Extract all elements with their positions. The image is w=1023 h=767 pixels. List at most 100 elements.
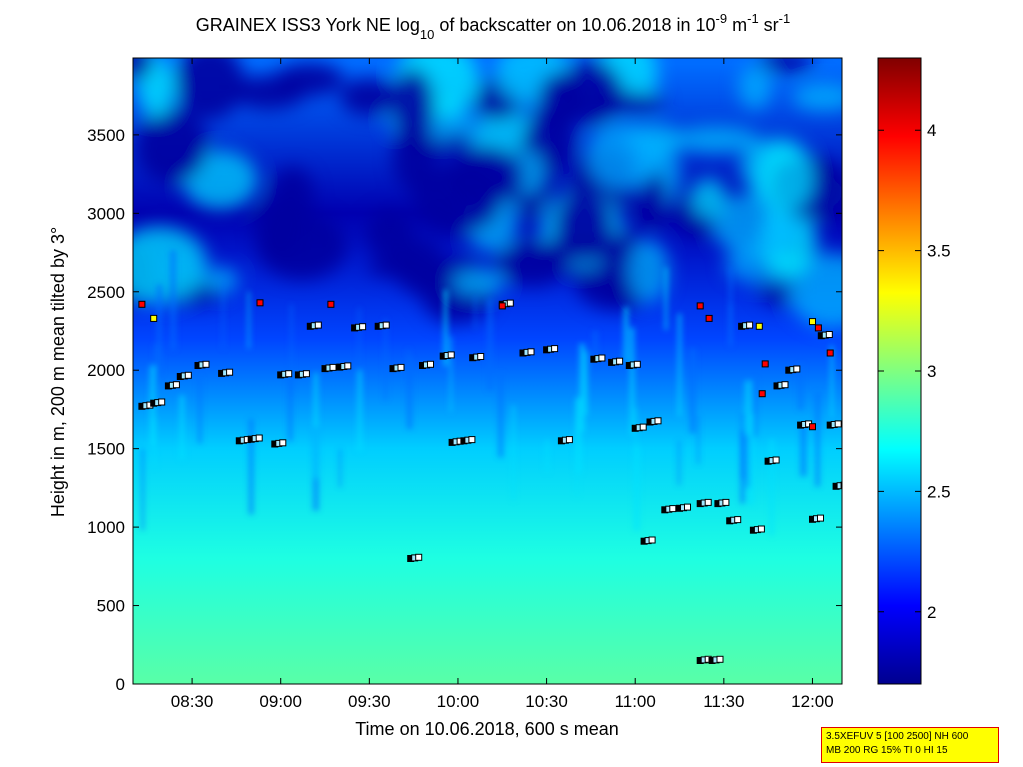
colorbar-tick-label: 3.5 bbox=[927, 242, 951, 261]
texture-streak bbox=[592, 330, 598, 366]
texture-streak bbox=[753, 378, 757, 437]
texture-streak bbox=[197, 376, 202, 444]
layer-marker bbox=[781, 381, 789, 389]
texture-streak bbox=[583, 350, 588, 416]
texture-blotch bbox=[175, 58, 245, 120]
texture-streak bbox=[798, 364, 804, 410]
layer-marker bbox=[734, 516, 742, 524]
settings-info-box: 3.5XEFUV 5 [100 2500] NH 600 MB 200 RG 1… bbox=[821, 727, 999, 763]
texture-streak bbox=[769, 439, 774, 536]
y-tick-label: 3000 bbox=[87, 204, 125, 223]
texture-streak bbox=[512, 405, 515, 501]
texture-streak bbox=[248, 419, 254, 515]
layer-marker-yellow bbox=[150, 314, 158, 322]
texture-blotch bbox=[537, 71, 584, 131]
layer-marker bbox=[329, 363, 337, 371]
layer-marker bbox=[527, 348, 535, 356]
layer-marker-yellow bbox=[809, 318, 816, 326]
layer-marker bbox=[793, 365, 801, 373]
layer-marker-red bbox=[138, 300, 146, 308]
texture-blotch bbox=[270, 167, 314, 225]
settings-line-2: MB 200 RG 15% TI 0 HI 15 bbox=[826, 745, 948, 756]
texture-streak bbox=[747, 414, 754, 505]
texture-streak bbox=[575, 401, 578, 498]
texture-blotch bbox=[256, 211, 347, 280]
layer-marker bbox=[834, 420, 842, 428]
texture-streak bbox=[697, 415, 700, 465]
y-tick-label: 2500 bbox=[87, 283, 125, 302]
layer-marker bbox=[468, 436, 476, 444]
texture-streak bbox=[677, 313, 682, 417]
texture-streak bbox=[740, 429, 746, 504]
layer-marker bbox=[302, 370, 310, 378]
backscatter-streaks bbox=[141, 250, 834, 536]
layer-marker bbox=[616, 357, 624, 365]
texture-streak bbox=[406, 357, 413, 429]
y-tick-label: 2000 bbox=[87, 361, 125, 380]
layer-marker-red bbox=[826, 349, 834, 357]
layer-marker bbox=[716, 655, 724, 663]
x-tick-label: 10:00 bbox=[437, 692, 480, 711]
colorbar: 2 2.5 3 3.5 4 bbox=[877, 57, 951, 685]
colorbar-scale bbox=[878, 58, 921, 684]
texture-streak bbox=[156, 284, 163, 375]
texture-blotch bbox=[452, 269, 505, 295]
texture-streak bbox=[339, 449, 342, 488]
layer-marker bbox=[184, 371, 192, 379]
layer-marker bbox=[506, 299, 514, 307]
y-tick-label: 3500 bbox=[87, 126, 125, 145]
texture-blotch bbox=[392, 123, 437, 192]
texture-streak bbox=[487, 299, 493, 391]
texture-streak bbox=[689, 348, 696, 434]
layer-marker bbox=[477, 353, 485, 360]
texture-blotch bbox=[534, 237, 625, 261]
texture-streak bbox=[623, 307, 629, 363]
layer-marker bbox=[359, 323, 367, 331]
layer-marker bbox=[825, 331, 833, 338]
layer-marker-red bbox=[809, 423, 816, 431]
layer-marker bbox=[447, 351, 455, 359]
layer-marker-yellow bbox=[755, 322, 763, 330]
texture-blotch bbox=[593, 91, 665, 113]
layer-marker bbox=[382, 321, 390, 329]
layer-markers bbox=[138, 299, 842, 664]
texture-blotch bbox=[340, 78, 398, 116]
texture-streak bbox=[290, 304, 293, 396]
texture-streak bbox=[313, 372, 319, 478]
texture-blotch bbox=[637, 171, 669, 228]
texture-streak bbox=[664, 267, 668, 330]
texture-streak bbox=[575, 397, 582, 474]
texture-streak bbox=[141, 448, 145, 531]
x-axis: 08:30 09:00 09:30 10:00 10:30 11:00 11:30 12:00 bbox=[171, 58, 834, 711]
layer-marker bbox=[836, 482, 842, 490]
layer-marker bbox=[427, 360, 434, 368]
texture-blotch bbox=[690, 178, 727, 219]
texture-streak bbox=[800, 424, 807, 477]
layer-marker-red bbox=[327, 300, 335, 308]
texture-streak bbox=[579, 343, 586, 432]
layer-marker bbox=[817, 514, 824, 522]
layer-marker bbox=[633, 360, 641, 368]
layer-marker bbox=[344, 362, 352, 370]
texture-blotch bbox=[792, 83, 842, 111]
layer-marker bbox=[397, 363, 405, 371]
x-tick-label: 11:00 bbox=[615, 692, 656, 711]
texture-blotch bbox=[446, 145, 524, 206]
colorbar-ticks: 2 2.5 3 3.5 4 bbox=[878, 121, 951, 622]
layer-marker bbox=[746, 321, 754, 329]
texture-blotch bbox=[756, 141, 814, 214]
layer-marker bbox=[704, 498, 712, 506]
plot-area bbox=[133, 58, 842, 684]
texture-blotch bbox=[738, 65, 772, 110]
layer-marker bbox=[669, 505, 677, 513]
layer-marker bbox=[551, 345, 559, 353]
layer-marker bbox=[314, 321, 322, 329]
x-tick-label: 10:30 bbox=[525, 692, 568, 711]
layer-marker bbox=[172, 381, 180, 389]
x-tick-label: 08:30 bbox=[171, 692, 214, 711]
texture-blotch bbox=[586, 121, 660, 190]
x-tick-label: 09:30 bbox=[348, 692, 391, 711]
x-tick-label: 09:00 bbox=[259, 692, 302, 711]
layer-marker bbox=[202, 360, 210, 368]
texture-streak bbox=[384, 318, 388, 401]
